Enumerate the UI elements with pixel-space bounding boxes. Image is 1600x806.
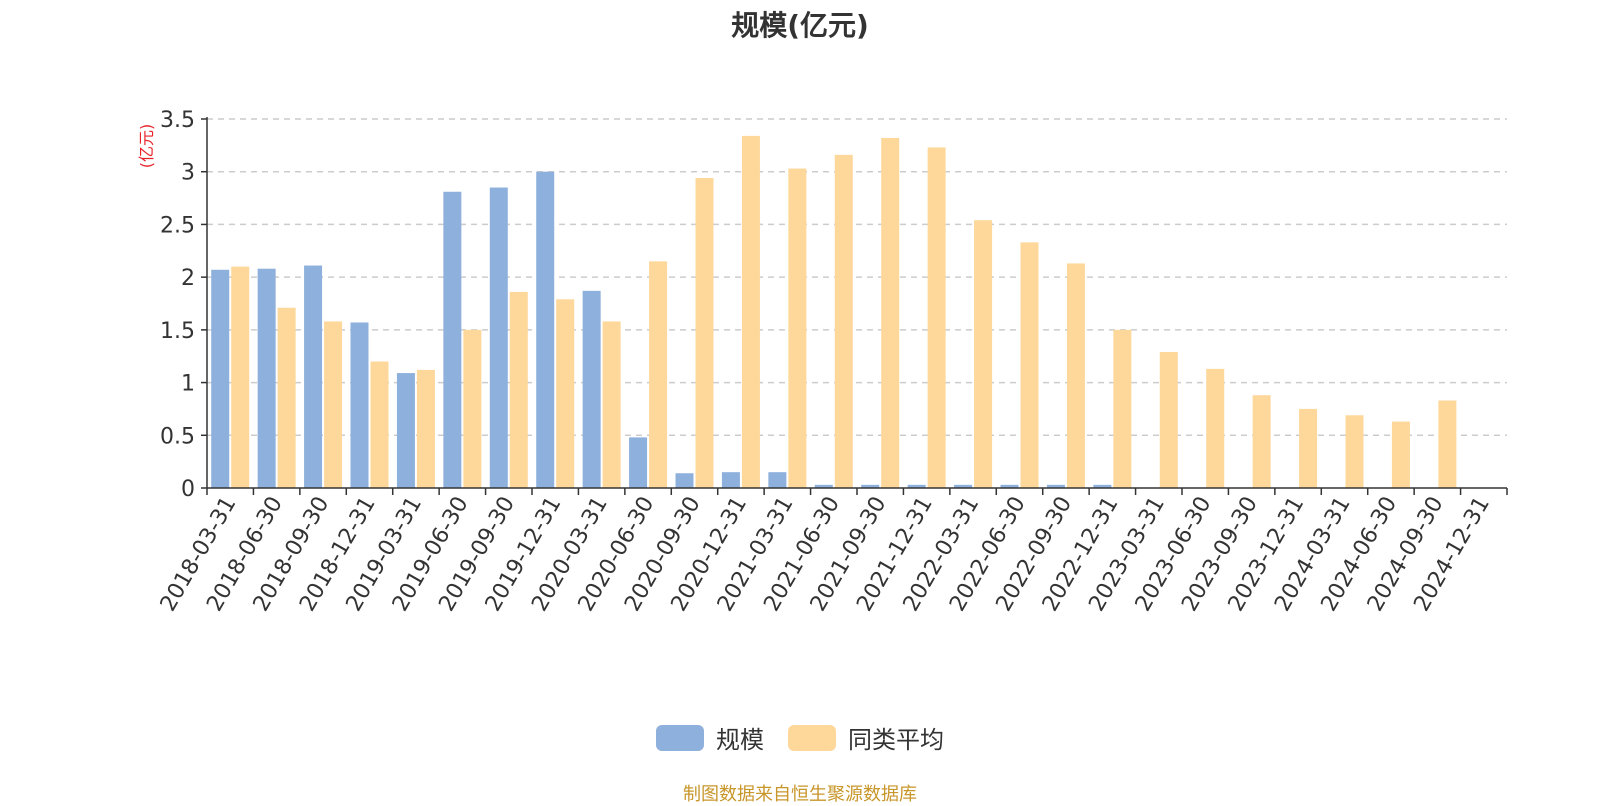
bar-scale[interactable] bbox=[211, 269, 230, 488]
bar-scale[interactable] bbox=[257, 268, 276, 488]
bar-category-average[interactable] bbox=[602, 321, 621, 488]
y-tick-label: 2 bbox=[181, 266, 195, 291]
y-axis-label: (亿元) bbox=[137, 124, 156, 169]
y-tick-label: 3 bbox=[181, 161, 195, 186]
bar-chart: 00.511.522.533.52018-03-312018-06-302018… bbox=[137, 108, 1508, 616]
bar-category-average[interactable] bbox=[1252, 395, 1271, 488]
legend-label-scale: 规模 bbox=[716, 726, 764, 754]
y-tick-label: 1.5 bbox=[160, 319, 195, 344]
bar-scale[interactable] bbox=[304, 265, 323, 488]
bar-category-average[interactable] bbox=[649, 261, 668, 488]
bar-category-average[interactable] bbox=[1020, 242, 1039, 488]
bar-scale[interactable] bbox=[861, 484, 880, 488]
bar-scale[interactable] bbox=[907, 484, 926, 488]
bar-category-average[interactable] bbox=[974, 220, 993, 488]
source-note: 制图数据来自恒生聚源数据库 bbox=[683, 784, 917, 805]
bar-category-average[interactable] bbox=[927, 147, 946, 489]
legend-swatch-scale bbox=[656, 724, 704, 751]
bar-category-average[interactable] bbox=[231, 266, 250, 488]
y-tick-label: 1 bbox=[181, 372, 195, 397]
legend-label-category-average: 同类平均 bbox=[848, 726, 944, 754]
bar-scale[interactable] bbox=[768, 472, 787, 488]
bar-category-average[interactable] bbox=[881, 137, 900, 488]
legend-item-category-average[interactable]: 同类平均 bbox=[788, 720, 944, 755]
bar-category-average[interactable] bbox=[277, 307, 296, 488]
bar-scale[interactable] bbox=[1000, 484, 1019, 488]
bar-scale[interactable] bbox=[721, 472, 740, 488]
bar-scale[interactable] bbox=[814, 484, 833, 488]
bar-scale[interactable] bbox=[1093, 484, 1112, 488]
y-tick-label: 2.5 bbox=[160, 213, 195, 238]
bar-category-average[interactable] bbox=[1206, 368, 1225, 488]
bar-category-average[interactable] bbox=[1113, 329, 1132, 488]
bar-scale[interactable] bbox=[954, 484, 973, 488]
bar-scale[interactable] bbox=[443, 191, 462, 488]
bars bbox=[211, 135, 1457, 489]
bar-category-average[interactable] bbox=[788, 168, 807, 488]
y-tick-label: 0.5 bbox=[160, 424, 195, 449]
bar-scale[interactable] bbox=[489, 187, 508, 488]
bar-scale[interactable] bbox=[350, 322, 369, 488]
chart-title: 规模(亿元) bbox=[731, 9, 869, 42]
legend-swatch-category-average bbox=[788, 724, 836, 751]
y-tick-label: 3.5 bbox=[160, 108, 195, 133]
bar-category-average[interactable] bbox=[556, 299, 575, 488]
bar-scale[interactable] bbox=[536, 171, 555, 488]
bar-scale[interactable] bbox=[629, 437, 648, 488]
bar-category-average[interactable] bbox=[370, 361, 389, 488]
bar-scale[interactable] bbox=[582, 290, 601, 488]
legend: 规模 同类平均 bbox=[0, 720, 1600, 755]
legend-item-scale[interactable]: 规模 bbox=[656, 720, 764, 755]
bar-category-average[interactable] bbox=[1345, 415, 1364, 488]
y-tick-label: 0 bbox=[181, 477, 195, 502]
bar-category-average[interactable] bbox=[416, 369, 435, 488]
bar-category-average[interactable] bbox=[509, 291, 528, 488]
bar-category-average[interactable] bbox=[695, 178, 714, 489]
bar-category-average[interactable] bbox=[1299, 408, 1318, 488]
bar-category-average[interactable] bbox=[1159, 351, 1178, 488]
bar-category-average[interactable] bbox=[463, 329, 482, 488]
bar-category-average[interactable] bbox=[834, 154, 853, 489]
bar-category-average[interactable] bbox=[1391, 421, 1410, 488]
bar-scale[interactable] bbox=[396, 373, 415, 488]
bar-scale[interactable] bbox=[1046, 484, 1065, 488]
bar-category-average[interactable] bbox=[324, 321, 343, 488]
grid-lines bbox=[207, 118, 1507, 437]
bar-scale[interactable] bbox=[675, 473, 694, 488]
bar-category-average[interactable] bbox=[1066, 263, 1085, 488]
bar-category-average[interactable] bbox=[1438, 400, 1457, 488]
bar-category-average[interactable] bbox=[741, 135, 760, 488]
